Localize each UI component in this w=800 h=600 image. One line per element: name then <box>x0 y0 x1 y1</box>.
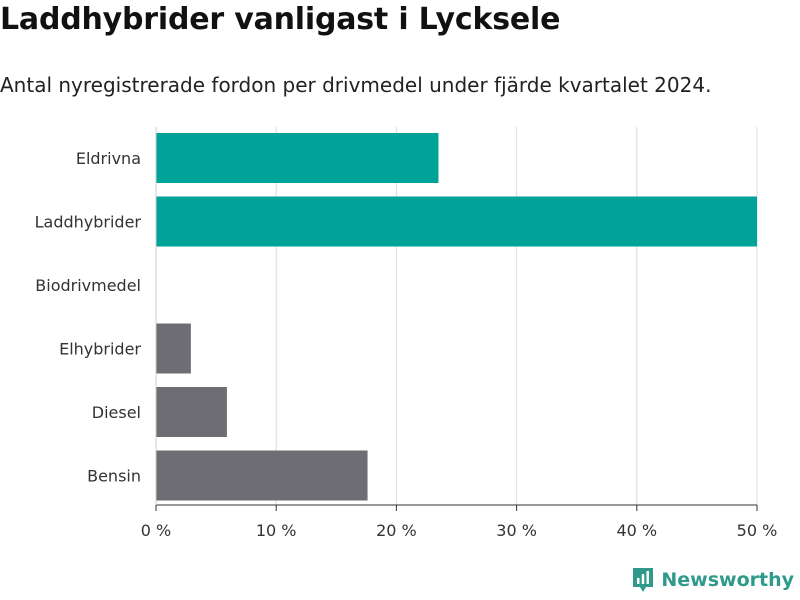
category-label: Biodrivmedel <box>35 276 141 295</box>
bar-eldrivna <box>156 133 439 183</box>
newsworthy-logo-icon <box>633 568 654 592</box>
bar-laddhybrider <box>156 196 757 247</box>
brand-logo: Newsworthy <box>631 566 794 594</box>
bar-elhybrider <box>156 323 191 374</box>
bar-bensin <box>156 450 368 501</box>
x-tick-label: 0 % <box>141 521 171 540</box>
category-label: Eldrivna <box>76 149 141 168</box>
x-tick-label: 10 % <box>256 521 297 540</box>
category-label: Elhybrider <box>59 340 141 359</box>
category-label: Bensin <box>87 467 141 486</box>
x-tick-label: 50 % <box>737 521 778 540</box>
category-label: Diesel <box>92 403 141 422</box>
chart-title: Laddhybrider vanligast i Lycksele <box>0 2 561 37</box>
brand-name: Newsworthy <box>661 569 794 591</box>
x-tick-label: 20 % <box>376 521 417 540</box>
x-tick-label: 30 % <box>496 521 537 540</box>
x-tick-label: 40 % <box>616 521 657 540</box>
category-label: Laddhybrider <box>35 213 142 232</box>
bar-diesel <box>156 387 227 437</box>
chart-subtitle: Antal nyregistrerade fordon per drivmede… <box>0 73 712 97</box>
